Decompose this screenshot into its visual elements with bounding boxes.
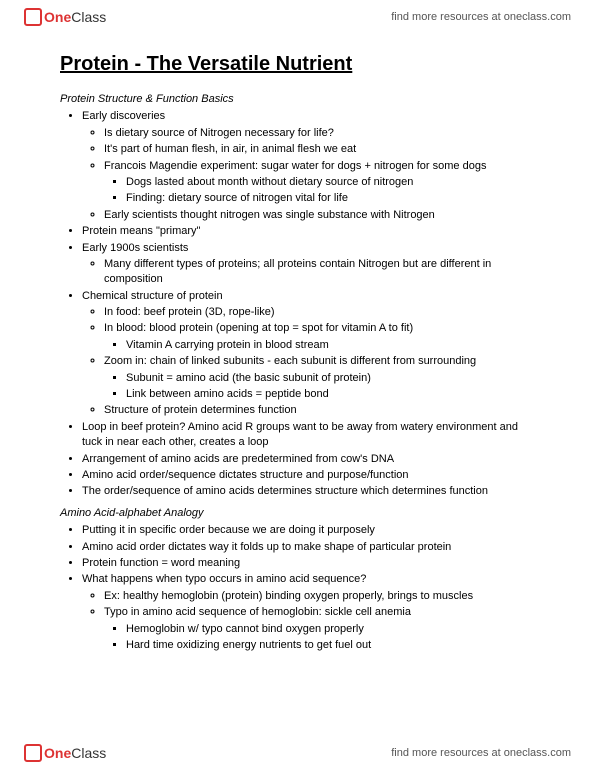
- list-item: Structure of protein determines function: [104, 403, 535, 418]
- list-item: Hemoglobin w/ typo cannot bind oxygen pr…: [126, 622, 535, 637]
- list-item: Link between amino acids = peptide bond: [126, 387, 535, 402]
- text: In blood: blood protein (opening at top …: [104, 322, 413, 334]
- document-content: Protein - The Versatile Nutrient Protein…: [0, 0, 595, 694]
- list-item: Dogs lasted about month without dietary …: [126, 175, 535, 190]
- logo-icon: [24, 8, 42, 26]
- page-header: OneClass find more resources at oneclass…: [0, 0, 595, 34]
- logo-class: Class: [71, 9, 106, 25]
- section-2-list: Putting it in specific order because we …: [60, 523, 535, 653]
- logo-one: One: [44, 9, 71, 25]
- text: Early 1900s scientists: [82, 242, 188, 254]
- list-item: It's part of human flesh, in air, in ani…: [104, 142, 535, 157]
- list-item: Hard time oxidizing energy nutrients to …: [126, 638, 535, 653]
- list-item: Early discoveries Is dietary source of N…: [82, 109, 535, 223]
- logo-class: Class: [71, 745, 106, 761]
- list-item: In food: beef protein (3D, rope-like): [104, 305, 535, 320]
- list-item: Protein function = word meaning: [82, 556, 535, 571]
- list-item: What happens when typo occurs in amino a…: [82, 572, 535, 653]
- logo: OneClass: [24, 744, 106, 762]
- list-item: In blood: blood protein (opening at top …: [104, 321, 535, 353]
- logo-one: One: [44, 745, 71, 761]
- logo: OneClass: [24, 8, 106, 26]
- list-item: Early scientists thought nitrogen was si…: [104, 208, 535, 223]
- text: What happens when typo occurs in amino a…: [82, 573, 366, 585]
- list-item: Arrangement of amino acids are predeterm…: [82, 452, 535, 467]
- section-1-title: Protein Structure & Function Basics: [60, 92, 535, 107]
- list-item: Typo in amino acid sequence of hemoglobi…: [104, 605, 535, 653]
- section-1-list: Early discoveries Is dietary source of N…: [60, 109, 535, 499]
- list-item: Amino acid order dictates way it folds u…: [82, 540, 535, 555]
- header-link[interactable]: find more resources at oneclass.com: [391, 11, 571, 23]
- list-item: Many different types of proteins; all pr…: [104, 257, 535, 288]
- logo-icon: [24, 744, 42, 762]
- list-item: Vitamin A carrying protein in blood stre…: [126, 338, 535, 353]
- footer-link[interactable]: find more resources at oneclass.com: [391, 747, 571, 759]
- logo-text: OneClass: [44, 9, 106, 25]
- list-item: Zoom in: chain of linked subunits - each…: [104, 354, 535, 402]
- list-item: Francois Magendie experiment: sugar wate…: [104, 159, 535, 207]
- text: Chemical structure of protein: [82, 290, 223, 302]
- text: Francois Magendie experiment: sugar wate…: [104, 160, 486, 172]
- logo-text: OneClass: [44, 745, 106, 761]
- list-item: Chemical structure of protein In food: b…: [82, 289, 535, 419]
- page-title: Protein - The Versatile Nutrient: [60, 50, 535, 78]
- text: Zoom in: chain of linked subunits - each…: [104, 355, 476, 367]
- list-item: Finding: dietary source of nitrogen vita…: [126, 191, 535, 206]
- list-item: Putting it in specific order because we …: [82, 523, 535, 538]
- text: Typo in amino acid sequence of hemoglobi…: [104, 606, 411, 618]
- list-item: The order/sequence of amino acids determ…: [82, 484, 535, 499]
- list-item: Amino acid order/sequence dictates struc…: [82, 468, 535, 483]
- list-item: Is dietary source of Nitrogen necessary …: [104, 126, 535, 141]
- page-footer: OneClass find more resources at oneclass…: [0, 736, 595, 770]
- text: Early discoveries: [82, 110, 165, 122]
- list-item: Early 1900s scientists Many different ty…: [82, 241, 535, 288]
- list-item: Subunit = amino acid (the basic subunit …: [126, 371, 535, 386]
- list-item: Loop in beef protein? Amino acid R group…: [82, 420, 535, 451]
- list-item: Ex: healthy hemoglobin (protein) binding…: [104, 589, 535, 604]
- list-item: Protein means "primary": [82, 224, 535, 239]
- section-2-title: Amino Acid-alphabet Analogy: [60, 506, 535, 521]
